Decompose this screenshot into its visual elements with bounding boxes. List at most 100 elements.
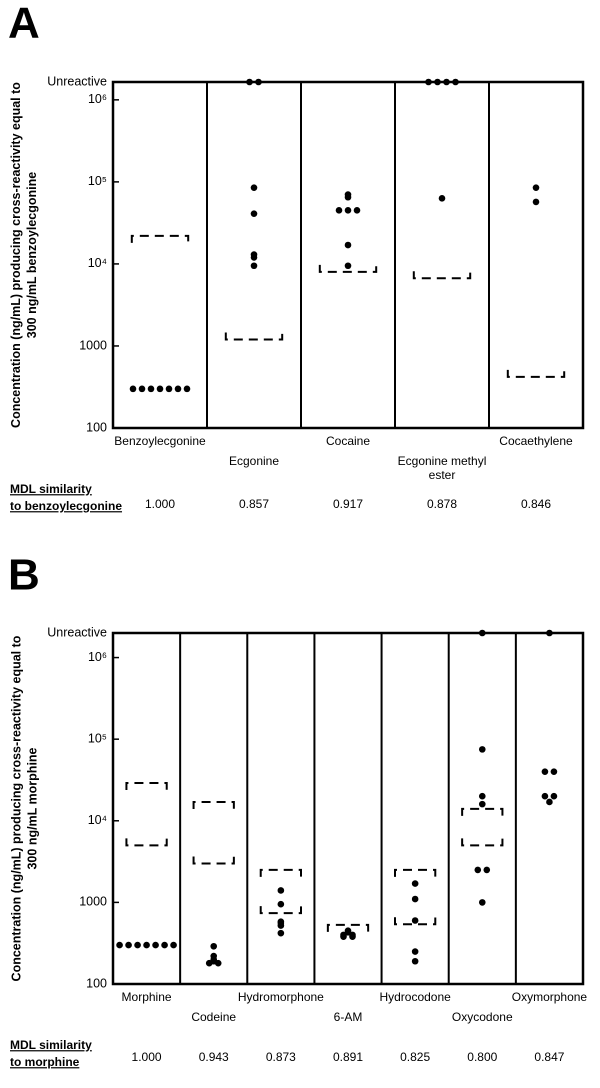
data-point (344, 927, 352, 934)
similarity-value: 0.846 (521, 497, 551, 511)
y-tick-label: Unreactive (47, 74, 107, 88)
category-label: Codeine (191, 1010, 237, 1024)
category-label: Ecgonine methyl ester (397, 454, 487, 482)
y-tick-label: 10⁵ (88, 174, 107, 188)
threshold-bracket (192, 800, 235, 809)
similarity-label: to benzoylecgonine (10, 499, 122, 513)
category-label-box: Hydromorphone (237, 990, 324, 1004)
threshold-bracket (125, 838, 168, 847)
data-point (344, 207, 352, 214)
data-point (344, 241, 352, 249)
data-point (125, 941, 132, 949)
data-point (532, 198, 540, 206)
data-point (138, 385, 146, 393)
data-point (129, 385, 137, 393)
category-label-box: Oxymorphone (511, 990, 588, 1004)
category-label: Cocaine (325, 434, 371, 448)
category-label-box: Codeine (191, 1010, 237, 1024)
y-axis-label: Concentration (ng/mL) producing cross-re… (9, 635, 39, 982)
data-point (250, 262, 258, 270)
y-tick-label: 10⁴ (88, 256, 107, 270)
category-label-box: Benzoylecgonine (114, 434, 205, 448)
y-axis-label-box: Concentration (ng/mL) producing cross-re… (9, 635, 39, 982)
data-point (411, 948, 419, 955)
similarity-value: 1.000 (145, 497, 175, 511)
data-point (478, 800, 486, 808)
data-point (425, 78, 432, 86)
data-point (183, 385, 191, 393)
y-tick-label: 10⁶ (88, 92, 107, 106)
data-point (344, 193, 352, 201)
threshold-bracket (259, 906, 302, 915)
threshold-bracket (125, 782, 168, 791)
data-point (210, 942, 218, 950)
y-tick-label: 10⁴ (88, 813, 107, 827)
data-point (541, 792, 549, 800)
data-point (478, 899, 486, 906)
data-point (344, 262, 352, 270)
data-point (170, 941, 177, 949)
category-label: Oxycodone (451, 1010, 513, 1024)
y-axis-label-box: Concentration (ng/mL) producing cross-re… (9, 82, 39, 428)
data-point (411, 895, 419, 903)
threshold-bracket (461, 838, 504, 847)
similarity-label: to morphine (10, 1055, 80, 1069)
category-label-box: Ecgonine (228, 454, 280, 468)
category-label-box: Ecgonine methyl ester (397, 454, 487, 482)
threshold-bracket (130, 234, 190, 243)
data-point (143, 941, 150, 949)
category-label-box: Cocaethylene (499, 434, 573, 448)
plot-frame (111, 631, 585, 986)
data-point (434, 78, 441, 86)
data-point (546, 629, 553, 637)
category-label: Cocaethylene (499, 434, 573, 448)
data-point (161, 941, 168, 949)
category-label: Hydromorphone (237, 990, 324, 1004)
category-label: Morphine (121, 990, 172, 1004)
category-label: Hydrocodone (379, 990, 451, 1004)
panel-letter: A (8, 0, 40, 48)
data-point (156, 385, 164, 393)
panel-letter: B (8, 551, 40, 600)
threshold-bracket (224, 332, 284, 341)
data-point (277, 887, 285, 894)
data-point (541, 768, 549, 775)
data-point (250, 210, 258, 217)
y-tick-label: 100 (86, 420, 107, 434)
category-label: Ecgonine (228, 454, 280, 468)
data-point (152, 941, 159, 949)
data-point (550, 768, 558, 775)
data-point (411, 880, 419, 887)
data-point (411, 957, 419, 965)
data-point (250, 254, 258, 261)
data-point (134, 941, 141, 949)
y-tick-label: 1000 (79, 338, 107, 352)
threshold-bracket (506, 369, 566, 378)
y-axis-label: Concentration (ng/mL) producing cross-re… (9, 82, 39, 428)
data-point (250, 184, 258, 191)
category-label-box: 6-AM (334, 1010, 363, 1024)
similarity-value: 0.891 (333, 1050, 363, 1064)
category-label-box: Morphine (121, 990, 172, 1004)
data-point (210, 957, 218, 965)
data-point (277, 900, 285, 908)
y-tick-label: 100 (86, 976, 107, 990)
data-point (411, 917, 419, 924)
threshold-bracket (394, 917, 437, 926)
threshold-bracket (461, 807, 504, 816)
similarity-value: 0.825 (400, 1050, 430, 1064)
y-tick-label: 10⁶ (88, 650, 107, 664)
data-point (174, 385, 182, 393)
data-point (147, 385, 155, 393)
data-point (349, 931, 356, 939)
similarity-value: 1.000 (132, 1050, 162, 1064)
category-label: Oxymorphone (511, 990, 588, 1004)
similarity-value: 0.917 (333, 497, 363, 511)
threshold-bracket (192, 856, 235, 865)
data-point (277, 919, 285, 927)
similarity-value: 0.800 (467, 1050, 497, 1064)
threshold-bracket (318, 264, 378, 273)
similarity-value: 0.878 (427, 497, 457, 511)
